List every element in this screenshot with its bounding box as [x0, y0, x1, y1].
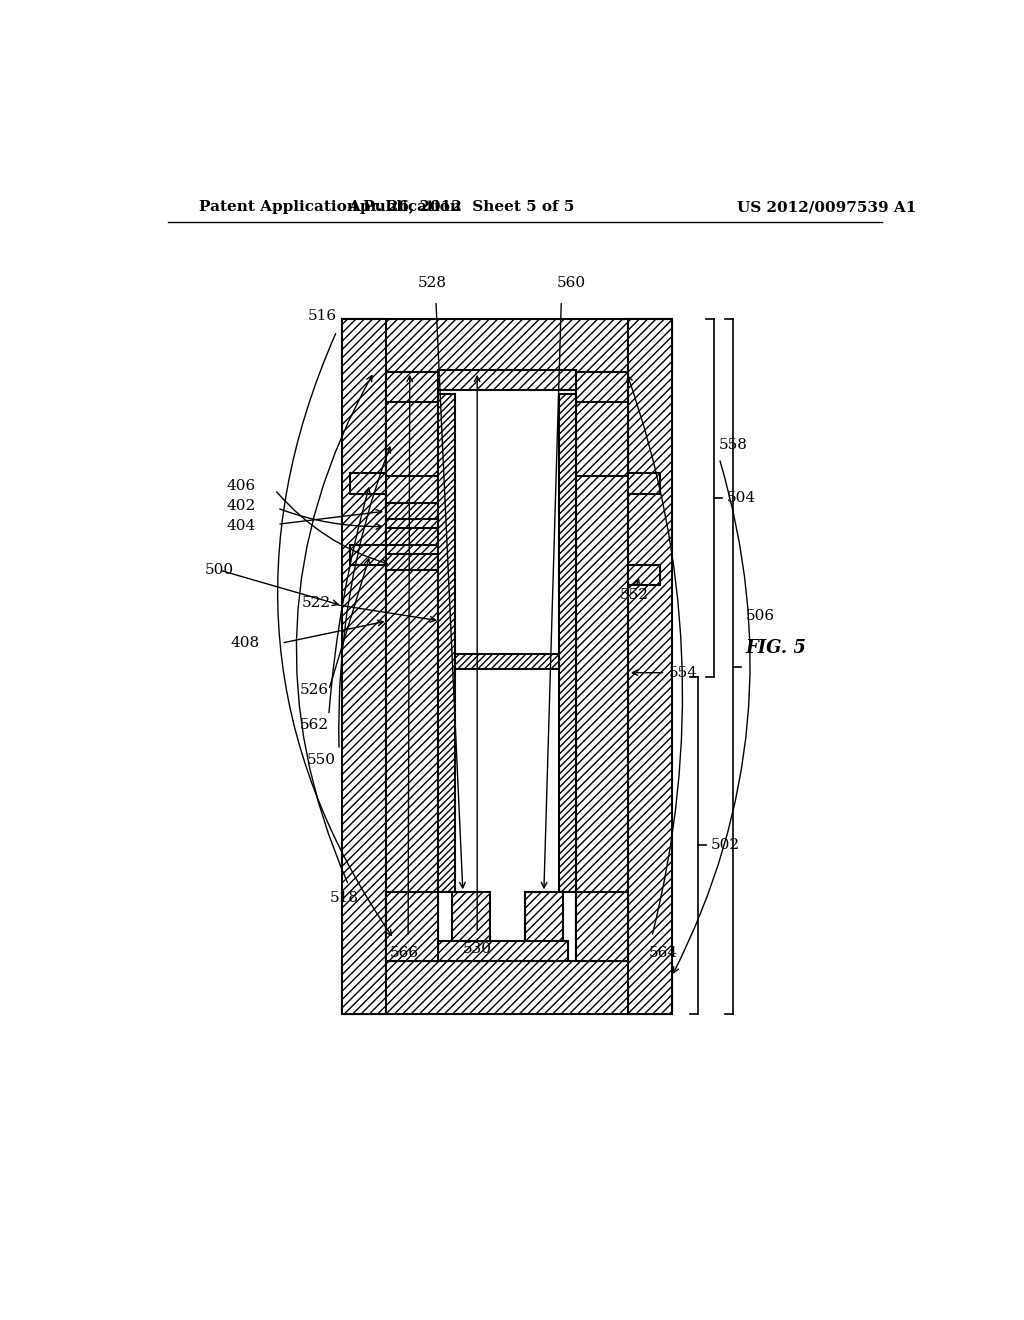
Bar — [386, 503, 437, 519]
Bar — [577, 372, 628, 961]
Text: 404: 404 — [227, 519, 256, 533]
Text: FIG. 5: FIG. 5 — [745, 639, 806, 657]
Bar — [559, 395, 577, 892]
Bar — [350, 545, 386, 565]
Bar — [342, 961, 672, 1014]
Text: 528: 528 — [418, 276, 446, 290]
Text: 504: 504 — [726, 491, 756, 504]
Text: 502: 502 — [711, 838, 739, 853]
Bar — [628, 565, 659, 585]
Bar — [437, 941, 568, 961]
Text: 522: 522 — [301, 595, 331, 610]
Text: 552: 552 — [620, 589, 649, 602]
Bar — [437, 370, 577, 391]
Text: 530: 530 — [463, 942, 492, 956]
Bar — [350, 474, 386, 494]
Text: 402: 402 — [227, 499, 256, 513]
Text: 554: 554 — [669, 665, 698, 680]
Bar — [452, 892, 489, 961]
Bar — [386, 528, 437, 545]
Bar — [437, 395, 455, 892]
Text: 518: 518 — [330, 891, 359, 906]
Bar — [455, 655, 559, 669]
Bar — [628, 474, 659, 494]
Text: 408: 408 — [230, 636, 260, 651]
Bar — [577, 403, 628, 475]
Bar — [386, 892, 437, 961]
Text: 562: 562 — [300, 718, 329, 731]
Text: 564: 564 — [649, 946, 678, 960]
Text: Apr. 26, 2012  Sheet 5 of 5: Apr. 26, 2012 Sheet 5 of 5 — [348, 201, 574, 214]
Text: 406: 406 — [227, 479, 256, 492]
Text: Patent Application Publication: Patent Application Publication — [200, 201, 462, 214]
Bar — [342, 319, 672, 372]
Bar — [386, 372, 437, 961]
Text: 526: 526 — [300, 682, 329, 697]
Bar — [524, 892, 563, 961]
Text: 566: 566 — [389, 946, 419, 960]
Bar — [386, 403, 437, 475]
Bar — [628, 319, 672, 1014]
Text: 550: 550 — [306, 754, 335, 767]
Bar — [342, 319, 386, 1014]
Text: 558: 558 — [718, 438, 748, 451]
Bar — [577, 892, 628, 961]
Text: 506: 506 — [745, 609, 774, 623]
Text: 516: 516 — [308, 309, 337, 323]
Text: 500: 500 — [205, 564, 233, 577]
Text: 560: 560 — [556, 276, 586, 290]
Bar — [386, 554, 437, 570]
Text: US 2012/0097539 A1: US 2012/0097539 A1 — [736, 201, 916, 214]
